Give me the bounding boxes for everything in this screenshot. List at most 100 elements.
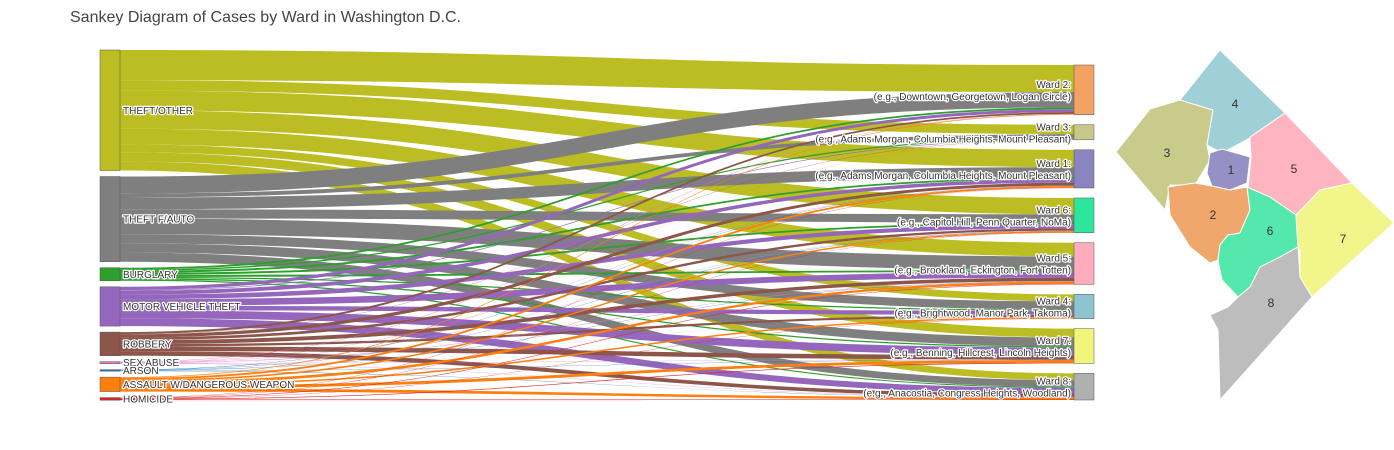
link-theft_other-w6[interactable] [120, 110, 1074, 215]
source-label-theft_other: THEFT/OTHER [123, 106, 193, 117]
target-sublabel-w1: (e.g., Adams Morgan, Columbia Heights, M… [815, 171, 1071, 182]
target-node-w1[interactable] [1073, 149, 1095, 189]
ward-8-region [1209, 246, 1313, 402]
link-mvt-w2[interactable] [120, 109, 1074, 291]
source-node-theft_other[interactable] [99, 49, 121, 171]
link-burglary-w1[interactable] [120, 177, 1074, 273]
link-burglary-w4[interactable] [120, 276, 1074, 311]
target-node-w4[interactable] [1073, 294, 1095, 319]
link-theft_other-w2[interactable] [120, 50, 1074, 93]
target-label-w4: Ward 4: [1036, 297, 1071, 308]
link-burglary-w3[interactable] [120, 137, 1074, 271]
source-label-arson: ARSON [123, 366, 159, 377]
ward-3-label: 3 [1164, 146, 1171, 160]
link-robbery-w2[interactable] [120, 112, 1074, 335]
link-assault-w2[interactable] [120, 114, 1074, 378]
ward-8-label: 8 [1268, 296, 1275, 310]
source-node-burglary[interactable] [99, 267, 121, 282]
target-node-w6[interactable] [1073, 197, 1095, 233]
link-assault-w7[interactable] [120, 359, 1074, 389]
link-robbery-w1[interactable] [120, 182, 1074, 338]
link-sex_abuse-w6[interactable] [120, 230, 1074, 363]
link-homicide-w4[interactable] [120, 318, 1074, 399]
ward-4-label: 4 [1232, 97, 1239, 111]
source-node-robbery[interactable] [99, 331, 121, 356]
target-sublabel-w2: (e.g., Downtown, Georgetown, Logan Circl… [874, 92, 1071, 103]
link-assault-w6[interactable] [120, 231, 1074, 382]
link-assault-w8[interactable] [120, 388, 1074, 400]
ward-4-region [1179, 49, 1286, 154]
link-homicide-w1[interactable] [120, 187, 1074, 398]
link-theft_other-w3[interactable] [120, 80, 1074, 135]
link-sex_abuse-w2[interactable] [120, 113, 1074, 363]
target-sublabel-w6: (e.g., Capitol Hill, Penn Quarter, NoMa) [897, 217, 1071, 228]
target-sublabel-w8: (e.g., Anacostia, Congress Heights, Wood… [863, 389, 1071, 400]
link-theft_auto-w2[interactable] [120, 92, 1074, 194]
link-arson-w5[interactable] [120, 281, 1074, 371]
link-mvt-w6[interactable] [120, 224, 1074, 300]
sankey-labels: THEFT/OTHER THEFT F/AUTO BURGLARY MOTOR VEH… [122, 79, 1073, 407]
link-burglary-w2[interactable] [120, 107, 1074, 270]
target-label-w5: Ward 5: [1036, 254, 1071, 265]
sankey-diagram: THEFT/OTHER THEFT F/AUTO BURGLARY MOTOR VEH… [99, 49, 1095, 407]
link-robbery-w4[interactable] [120, 314, 1074, 347]
link-robbery-w6[interactable] [120, 228, 1074, 341]
link-sex_abuse-w4[interactable] [120, 316, 1074, 364]
link-mvt-w5[interactable] [120, 271, 1074, 306]
target-node-w7[interactable] [1073, 328, 1095, 364]
sankey-links [120, 50, 1074, 401]
target-label-w8: Ward 8: [1036, 377, 1071, 388]
link-arson-w6[interactable] [120, 230, 1074, 371]
source-node-assault[interactable] [99, 376, 121, 392]
link-mvt-w8[interactable] [120, 318, 1074, 394]
source-node-theft_auto[interactable] [99, 176, 121, 262]
source-label-assault: ASSAULT W/DANGEROUS WEAPON [123, 380, 294, 391]
link-burglary-w7[interactable] [120, 278, 1074, 348]
link-sex_abuse-w5[interactable] [120, 281, 1074, 364]
link-burglary-w6[interactable] [120, 222, 1074, 275]
link-theft_auto-w4[interactable] [120, 234, 1074, 310]
link-arson-w1[interactable] [120, 185, 1074, 370]
source-label-homicide: HOMICIDE [123, 394, 173, 405]
link-homicide-w6[interactable] [120, 232, 1074, 399]
target-node-w5[interactable] [1073, 242, 1095, 285]
link-sex_abuse-w8[interactable] [120, 363, 1074, 398]
link-theft_auto-w8[interactable] [120, 252, 1074, 387]
link-robbery-w5[interactable] [120, 277, 1074, 345]
link-robbery-w3[interactable] [120, 139, 1074, 335]
link-theft_auto-w6[interactable] [120, 209, 1074, 223]
target-node-w2[interactable] [1073, 64, 1095, 116]
link-assault-w1[interactable] [120, 186, 1074, 380]
link-homicide-w7[interactable] [120, 362, 1074, 400]
link-sex_abuse-w7[interactable] [120, 359, 1074, 364]
ward-1-region [1206, 148, 1251, 191]
link-assault-w4[interactable] [120, 317, 1074, 386]
target-label-w7: Ward 7: [1036, 336, 1071, 347]
link-mvt-w3[interactable] [120, 138, 1074, 291]
link-theft_auto-w7[interactable] [120, 243, 1074, 347]
source-node-sex_abuse[interactable] [99, 361, 121, 364]
link-theft_auto-w3[interactable] [120, 134, 1074, 198]
ward-2-label: 2 [1210, 208, 1217, 222]
sankey-nodes [99, 49, 1095, 401]
target-node-w8[interactable] [1073, 373, 1095, 401]
target-label-w6: Ward 6: [1036, 205, 1071, 216]
link-sex_abuse-w1[interactable] [120, 185, 1074, 363]
target-sublabel-w4: (e.g., Brightwood, Manor Park, Takoma) [894, 309, 1071, 320]
source-node-arson[interactable] [99, 369, 121, 372]
link-theft_other-w1[interactable] [120, 90, 1074, 168]
link-burglary-w5[interactable] [120, 270, 1074, 277]
link-homicide-w5[interactable] [120, 283, 1074, 399]
link-arson-w8[interactable] [120, 370, 1074, 398]
target-node-w3[interactable] [1073, 124, 1095, 141]
link-assault-w3[interactable] [120, 139, 1074, 378]
ward-7-label: 7 [1340, 232, 1347, 246]
source-node-homicide[interactable] [99, 397, 121, 401]
source-node-mvt[interactable] [99, 286, 121, 327]
link-assault-w5[interactable] [120, 281, 1074, 385]
target-sublabel-w3: (e.g., Adams Morgan, Columbia Heights, M… [815, 134, 1071, 145]
link-arson-w7[interactable] [120, 359, 1074, 371]
link-homicide-w8[interactable] [120, 399, 1074, 401]
link-theft_auto-w5[interactable] [120, 218, 1074, 271]
ward-6-label: 6 [1267, 224, 1274, 238]
